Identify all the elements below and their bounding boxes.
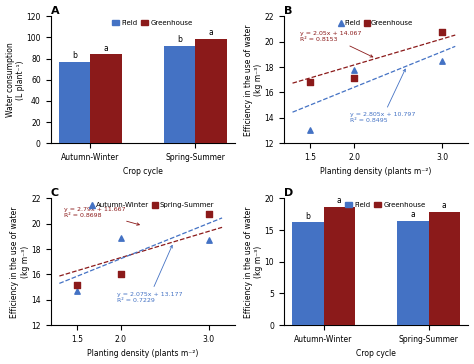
Bar: [397, 221, 428, 325]
Text: b: b: [305, 212, 310, 221]
Text: C: C: [51, 187, 59, 198]
Text: y = 2.805x + 10.797
R² = 0.8495: y = 2.805x + 10.797 R² = 0.8495: [350, 69, 415, 123]
Text: y = 2.05x + 14.067
R² = 0.8153: y = 2.05x + 14.067 R² = 0.8153: [300, 31, 373, 57]
Text: b: b: [177, 35, 182, 44]
Point: [438, 29, 446, 35]
Point: [350, 76, 358, 82]
Text: a: a: [209, 28, 213, 37]
X-axis label: Planting density (plants m⁻²): Planting density (plants m⁻²): [87, 349, 199, 359]
Legend: Field, Greenhouse: Field, Greenhouse: [337, 17, 416, 29]
Text: a: a: [410, 210, 415, 219]
Point: [205, 211, 213, 217]
Y-axis label: Efficiency in the use of water
(kg m⁻³): Efficiency in the use of water (kg m⁻³): [244, 206, 263, 317]
Text: a: a: [337, 196, 342, 205]
Bar: [59, 62, 91, 143]
Y-axis label: Efficiency in the use of water
(kg m⁻³): Efficiency in the use of water (kg m⁻³): [244, 24, 263, 135]
X-axis label: Crop cycle: Crop cycle: [356, 349, 396, 359]
Legend: Field, Greenhouse: Field, Greenhouse: [342, 199, 428, 211]
Point: [205, 237, 213, 243]
Bar: [428, 211, 460, 325]
Point: [73, 288, 81, 294]
Text: a: a: [442, 201, 447, 210]
Y-axis label: Efficiency in the use of water
(kg m⁻³): Efficiency in the use of water (kg m⁻³): [10, 206, 30, 317]
Text: b: b: [72, 51, 77, 60]
X-axis label: Planting density (plants m⁻²): Planting density (plants m⁻²): [320, 167, 432, 177]
Y-axis label: Water consumption
(L plant⁻¹): Water consumption (L plant⁻¹): [6, 42, 25, 117]
Bar: [292, 222, 324, 325]
Legend: Autumn-Winter, Spring-Summer: Autumn-Winter, Spring-Summer: [88, 199, 217, 211]
Legend: Field, Greenhouse: Field, Greenhouse: [109, 17, 195, 29]
Point: [306, 127, 314, 133]
Point: [117, 235, 125, 241]
Text: a: a: [104, 44, 109, 53]
Text: B: B: [284, 5, 292, 16]
Point: [350, 67, 358, 72]
Bar: [164, 46, 195, 143]
Point: [73, 282, 81, 288]
Point: [117, 272, 125, 277]
Text: y = 2.79x + 11.667
R² = 0.8698: y = 2.79x + 11.667 R² = 0.8698: [64, 207, 139, 225]
Point: [438, 58, 446, 64]
Bar: [91, 54, 122, 143]
Point: [306, 79, 314, 85]
Bar: [324, 207, 355, 325]
Bar: [195, 39, 227, 143]
Text: D: D: [284, 187, 293, 198]
Text: A: A: [51, 5, 59, 16]
Text: y = 2.075x + 13.177
R² = 0.7229: y = 2.075x + 13.177 R² = 0.7229: [117, 245, 182, 302]
X-axis label: Crop cycle: Crop cycle: [123, 167, 163, 177]
